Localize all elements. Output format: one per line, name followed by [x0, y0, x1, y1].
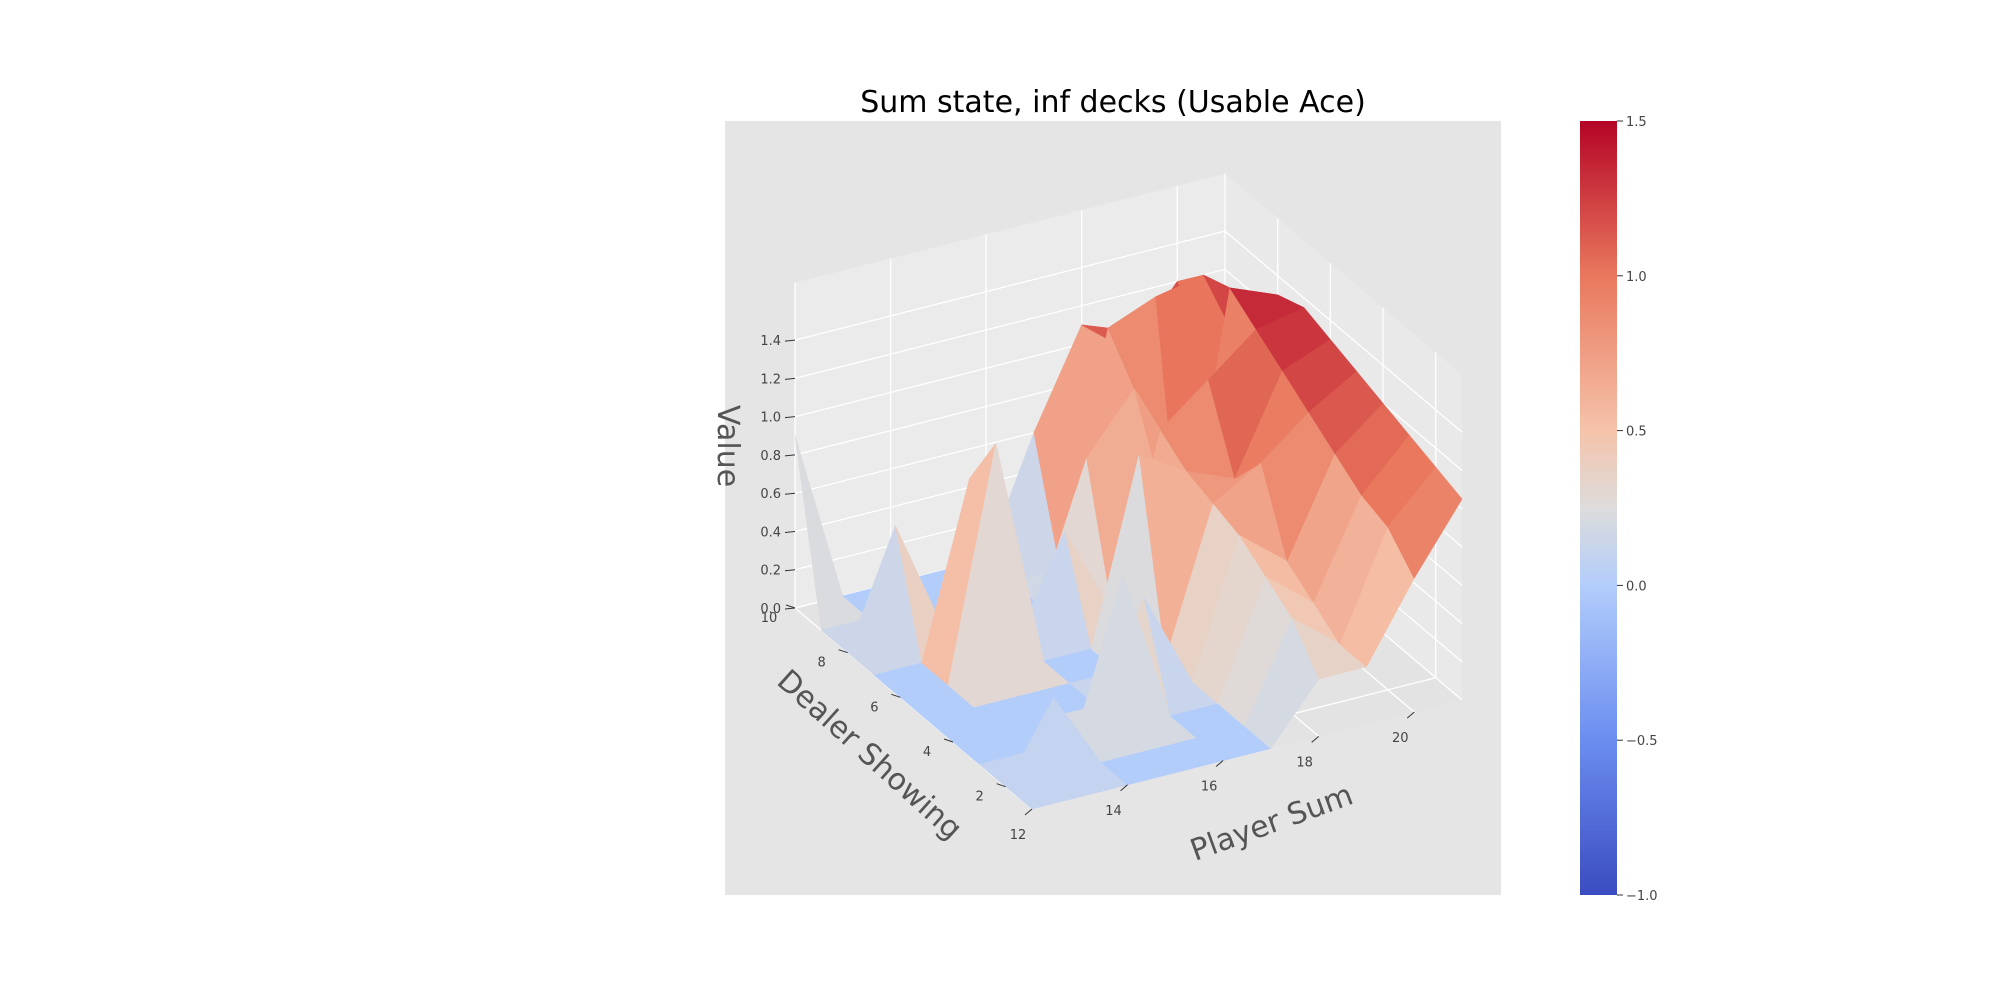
- z-tick-label: 1.4: [760, 334, 781, 349]
- colorbar-tick-label: 1.5: [1626, 115, 1647, 130]
- y-tick: [785, 604, 796, 609]
- z-axis-label: Value: [710, 405, 745, 487]
- z-tick-label: 0.6: [760, 487, 781, 502]
- x-tick: [1406, 711, 1415, 719]
- z-tick: [784, 339, 796, 342]
- colorbar-tick-label: 0.5: [1626, 425, 1647, 440]
- y-tick: [891, 693, 901, 698]
- x-tick-label: 16: [1201, 780, 1218, 795]
- colorbar-tick-label: −1.0: [1626, 889, 1658, 904]
- colorbar-ticks: −1.0 −0.5 0.0 0.5 1.0 1.5: [1617, 115, 1658, 904]
- x-tick-label: 12: [1010, 828, 1027, 843]
- x-tick-label: 18: [1296, 755, 1313, 770]
- y-tick-label: 2: [976, 790, 984, 805]
- surface: [794, 274, 1463, 810]
- z-tick: [784, 607, 796, 610]
- x-tick-label: 20: [1392, 731, 1409, 746]
- axis-ticks: 12 14 16 18 20 2 4 6 8 100.0 0.2 0.4 0.6 0.8 1.0 1.2 1.4: [760, 334, 1415, 843]
- x-tick-label: 14: [1105, 804, 1122, 819]
- x-tick: [1120, 784, 1128, 792]
- z-tick-label: 0.0: [760, 602, 781, 617]
- colorbar: [1580, 121, 1617, 895]
- colorbar-tick-label: 0.0: [1626, 579, 1647, 594]
- z-tick-label: 0.2: [760, 564, 781, 579]
- y-tick-label: 4: [923, 745, 931, 760]
- z-tick: [784, 530, 796, 533]
- z-tick: [784, 492, 796, 495]
- y-tick: [838, 649, 848, 654]
- z-tick-label: 0.4: [760, 525, 781, 540]
- x-tick: [1215, 760, 1224, 767]
- grid-line-z: [794, 230, 1463, 433]
- z-tick: [784, 454, 796, 457]
- x-tick: [1024, 808, 1033, 816]
- x-tick: [1311, 735, 1319, 743]
- z-tick-label: 0.8: [760, 449, 781, 464]
- z-tick-label: 1.0: [760, 411, 781, 426]
- z-tick: [784, 416, 796, 419]
- z-tick-label: 1.2: [760, 372, 781, 387]
- y-tick: [943, 738, 954, 743]
- y-tick: [996, 783, 1006, 788]
- y-tick-label: 10: [761, 611, 778, 626]
- y-tick-label: 6: [870, 700, 878, 715]
- chart-title: Sum state, inf decks (Usable Ace): [860, 85, 1366, 120]
- colorbar-tick-label: −0.5: [1626, 734, 1658, 749]
- surface-patch: [1387, 466, 1463, 579]
- z-tick: [784, 569, 796, 572]
- z-tick: [784, 377, 796, 380]
- colorbar-tick-label: 1.0: [1626, 270, 1647, 285]
- y-tick-label: 8: [818, 656, 826, 671]
